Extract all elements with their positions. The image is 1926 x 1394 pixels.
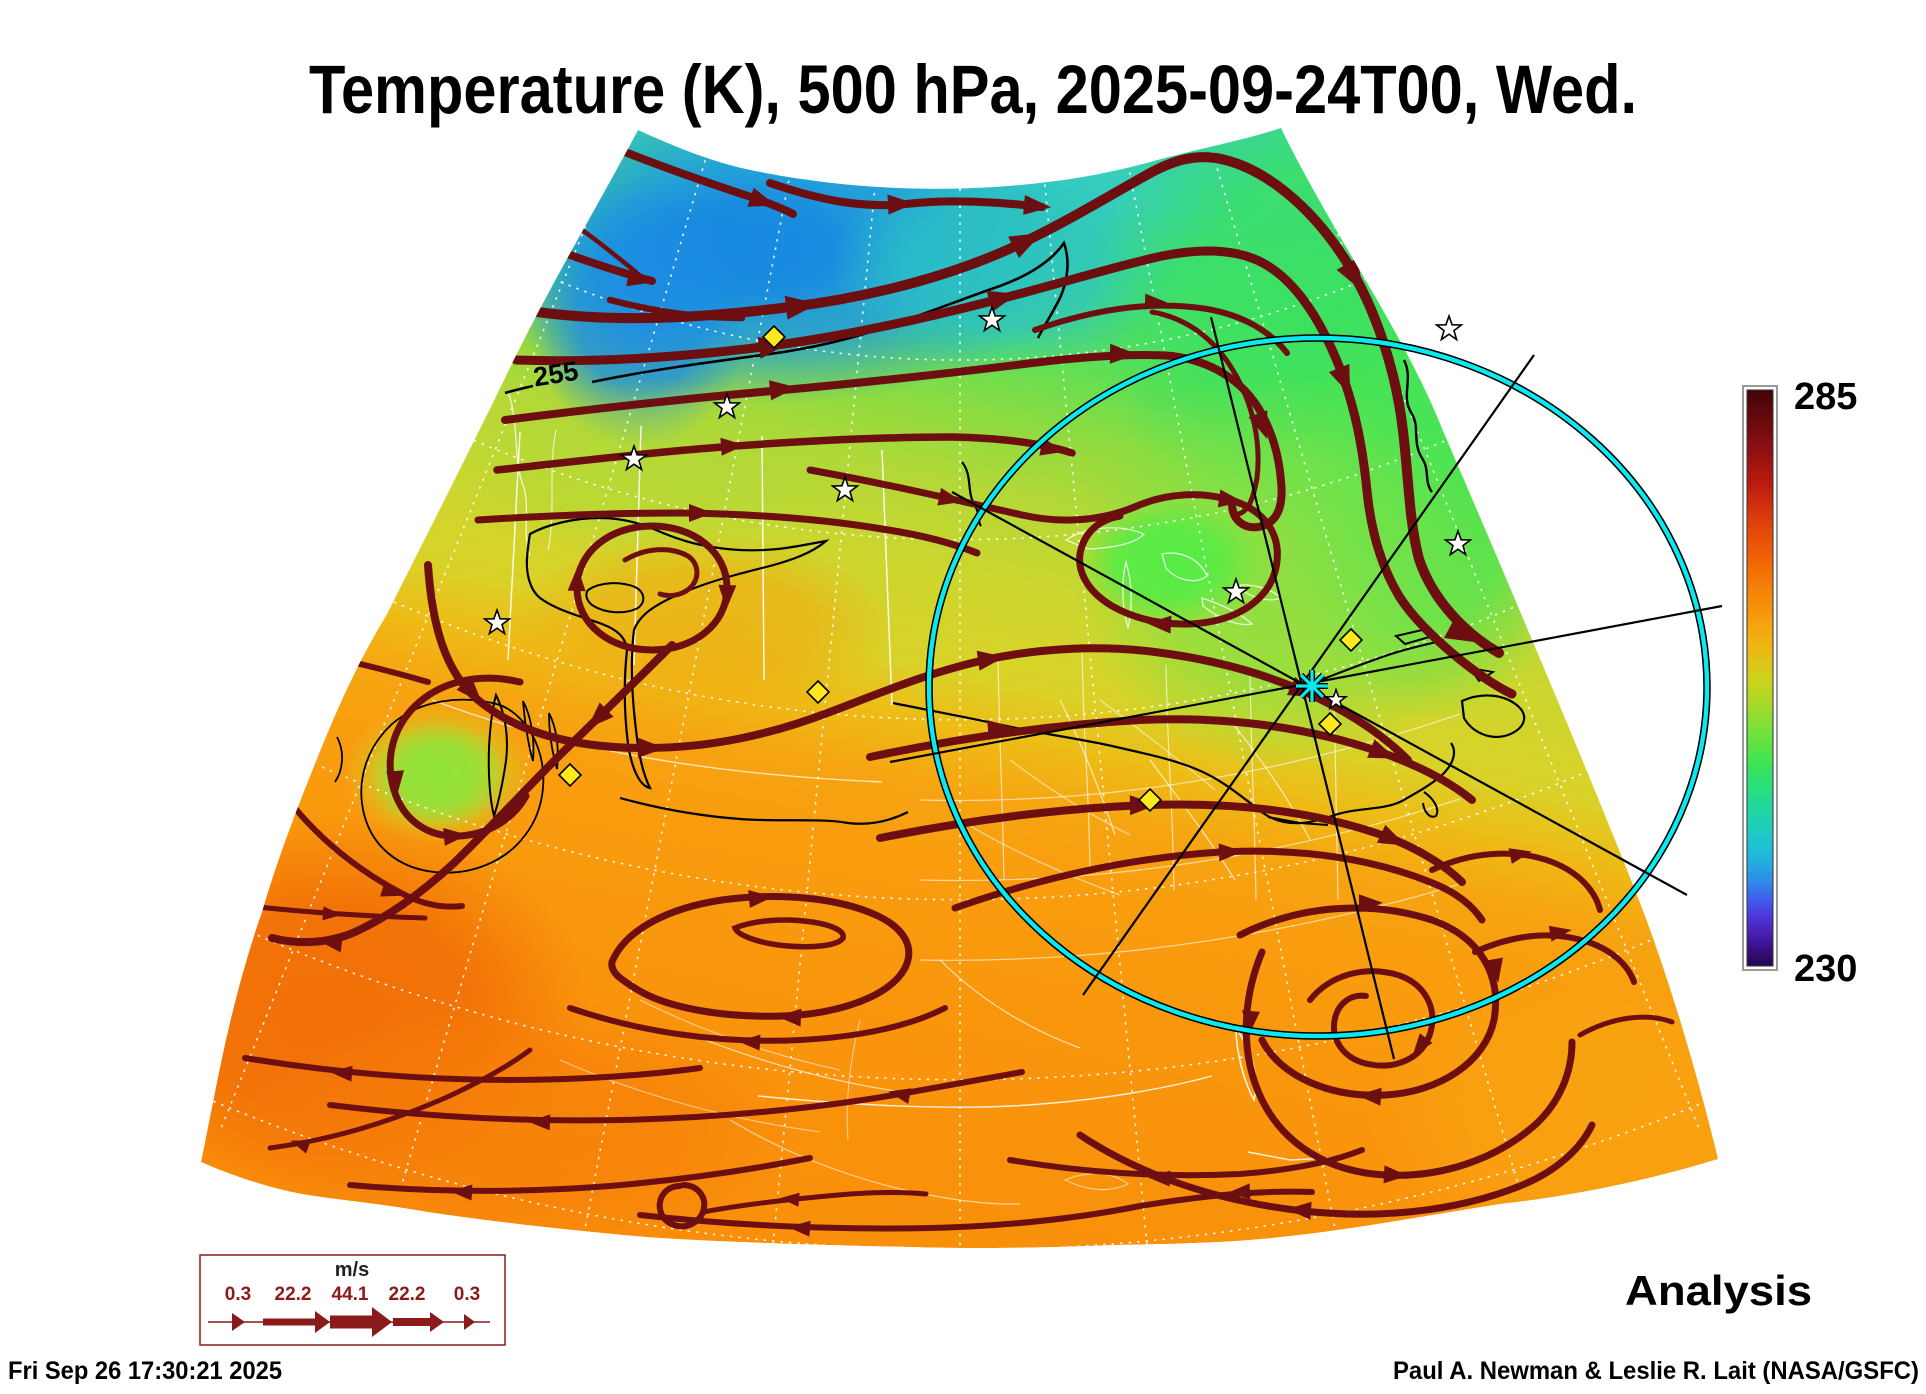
svg-text:Analysis: Analysis xyxy=(1625,1267,1812,1314)
svg-text:22.2: 22.2 xyxy=(389,1284,426,1305)
svg-text:230: 230 xyxy=(1794,948,1857,990)
svg-text:Temperature (K), 500 hPa, 2025: Temperature (K), 500 hPa, 2025-09-24T00,… xyxy=(309,51,1637,128)
svg-text:0.3: 0.3 xyxy=(454,1284,480,1305)
svg-text:Fri Sep 26 17:30:21 2025: Fri Sep 26 17:30:21 2025 xyxy=(8,1357,282,1385)
svg-text:m/s: m/s xyxy=(335,1259,369,1281)
svg-text:22.2: 22.2 xyxy=(275,1284,312,1305)
svg-text:Paul A. Newman & Leslie R. Lai: Paul A. Newman & Leslie R. Lait (NASA/GS… xyxy=(1393,1357,1919,1385)
svg-text:255: 255 xyxy=(531,356,580,393)
svg-text:44.1: 44.1 xyxy=(332,1284,369,1305)
svg-text:285: 285 xyxy=(1794,376,1857,418)
svg-text:0.3: 0.3 xyxy=(225,1284,251,1305)
